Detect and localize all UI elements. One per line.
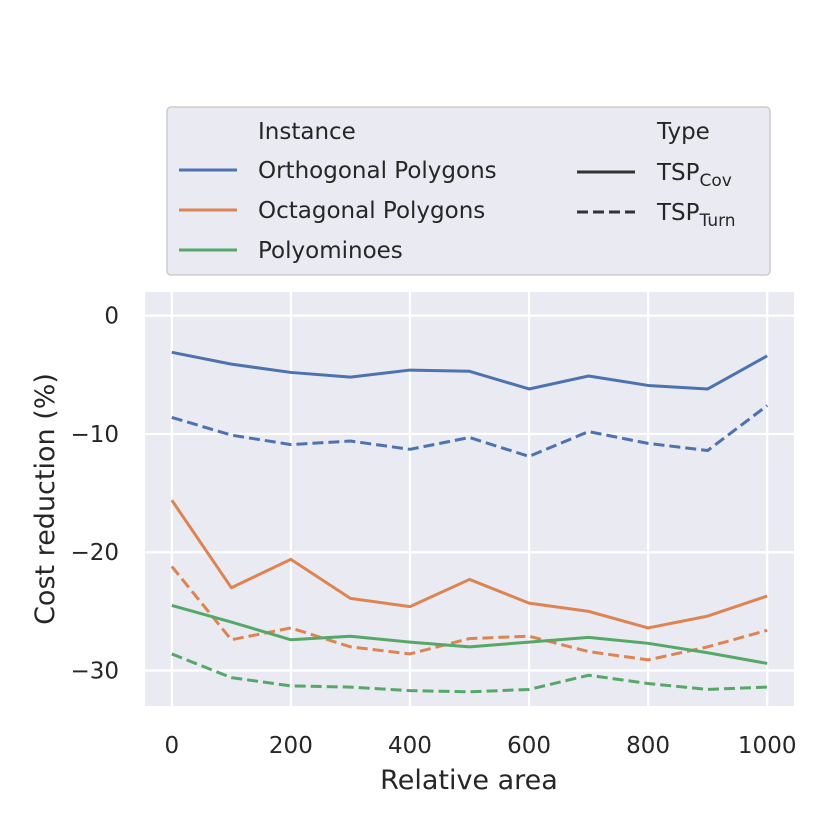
series-line xyxy=(170,499,768,630)
series-line xyxy=(171,350,768,391)
x-tick-label: 600 xyxy=(507,733,551,759)
legend-instance-label: Orthogonal Polygons xyxy=(258,158,497,184)
y-tick-label: −30 xyxy=(70,659,119,685)
legend-type-title: Type xyxy=(656,119,710,145)
x-tick-labels: 0 200 400 600 800 1000 xyxy=(164,733,796,759)
y-tick-label: −20 xyxy=(70,540,119,566)
y-tick-labels: 0 −10 −20 −30 xyxy=(70,304,119,685)
legend-type-subscript: Turn xyxy=(699,211,736,231)
series-lines xyxy=(170,350,769,694)
series-line xyxy=(170,565,768,662)
legend: Instance Type Orthogonal Polygons Octagon… xyxy=(166,106,771,276)
x-tick-label: 1000 xyxy=(738,733,797,759)
series-line xyxy=(171,604,768,665)
y-tick-label: 0 xyxy=(104,304,119,330)
x-tick-label: 400 xyxy=(388,733,432,759)
x-tick-label: 200 xyxy=(269,733,313,759)
legend-instance-label: Octagonal Polygons xyxy=(258,198,485,224)
x-tick-label: 800 xyxy=(626,733,670,759)
legend-box xyxy=(166,106,771,276)
series-line xyxy=(171,404,769,458)
legend-instance-title: Instance xyxy=(258,119,356,145)
plot-area xyxy=(145,292,794,706)
legend-instance-entries: Orthogonal Polygons Octagonal Polygons Pol… xyxy=(179,158,497,264)
y-tick-label: −10 xyxy=(70,422,119,448)
x-tick-label: 0 xyxy=(164,733,179,759)
legend-type-subscript: Cov xyxy=(700,171,732,191)
series-line xyxy=(171,652,768,694)
legend-instance-label: Polyominoes xyxy=(258,238,403,264)
grid-lines xyxy=(145,292,794,706)
y-axis-label: Cost reduction (%) xyxy=(30,373,61,625)
x-axis-label: Relative area xyxy=(380,765,558,796)
